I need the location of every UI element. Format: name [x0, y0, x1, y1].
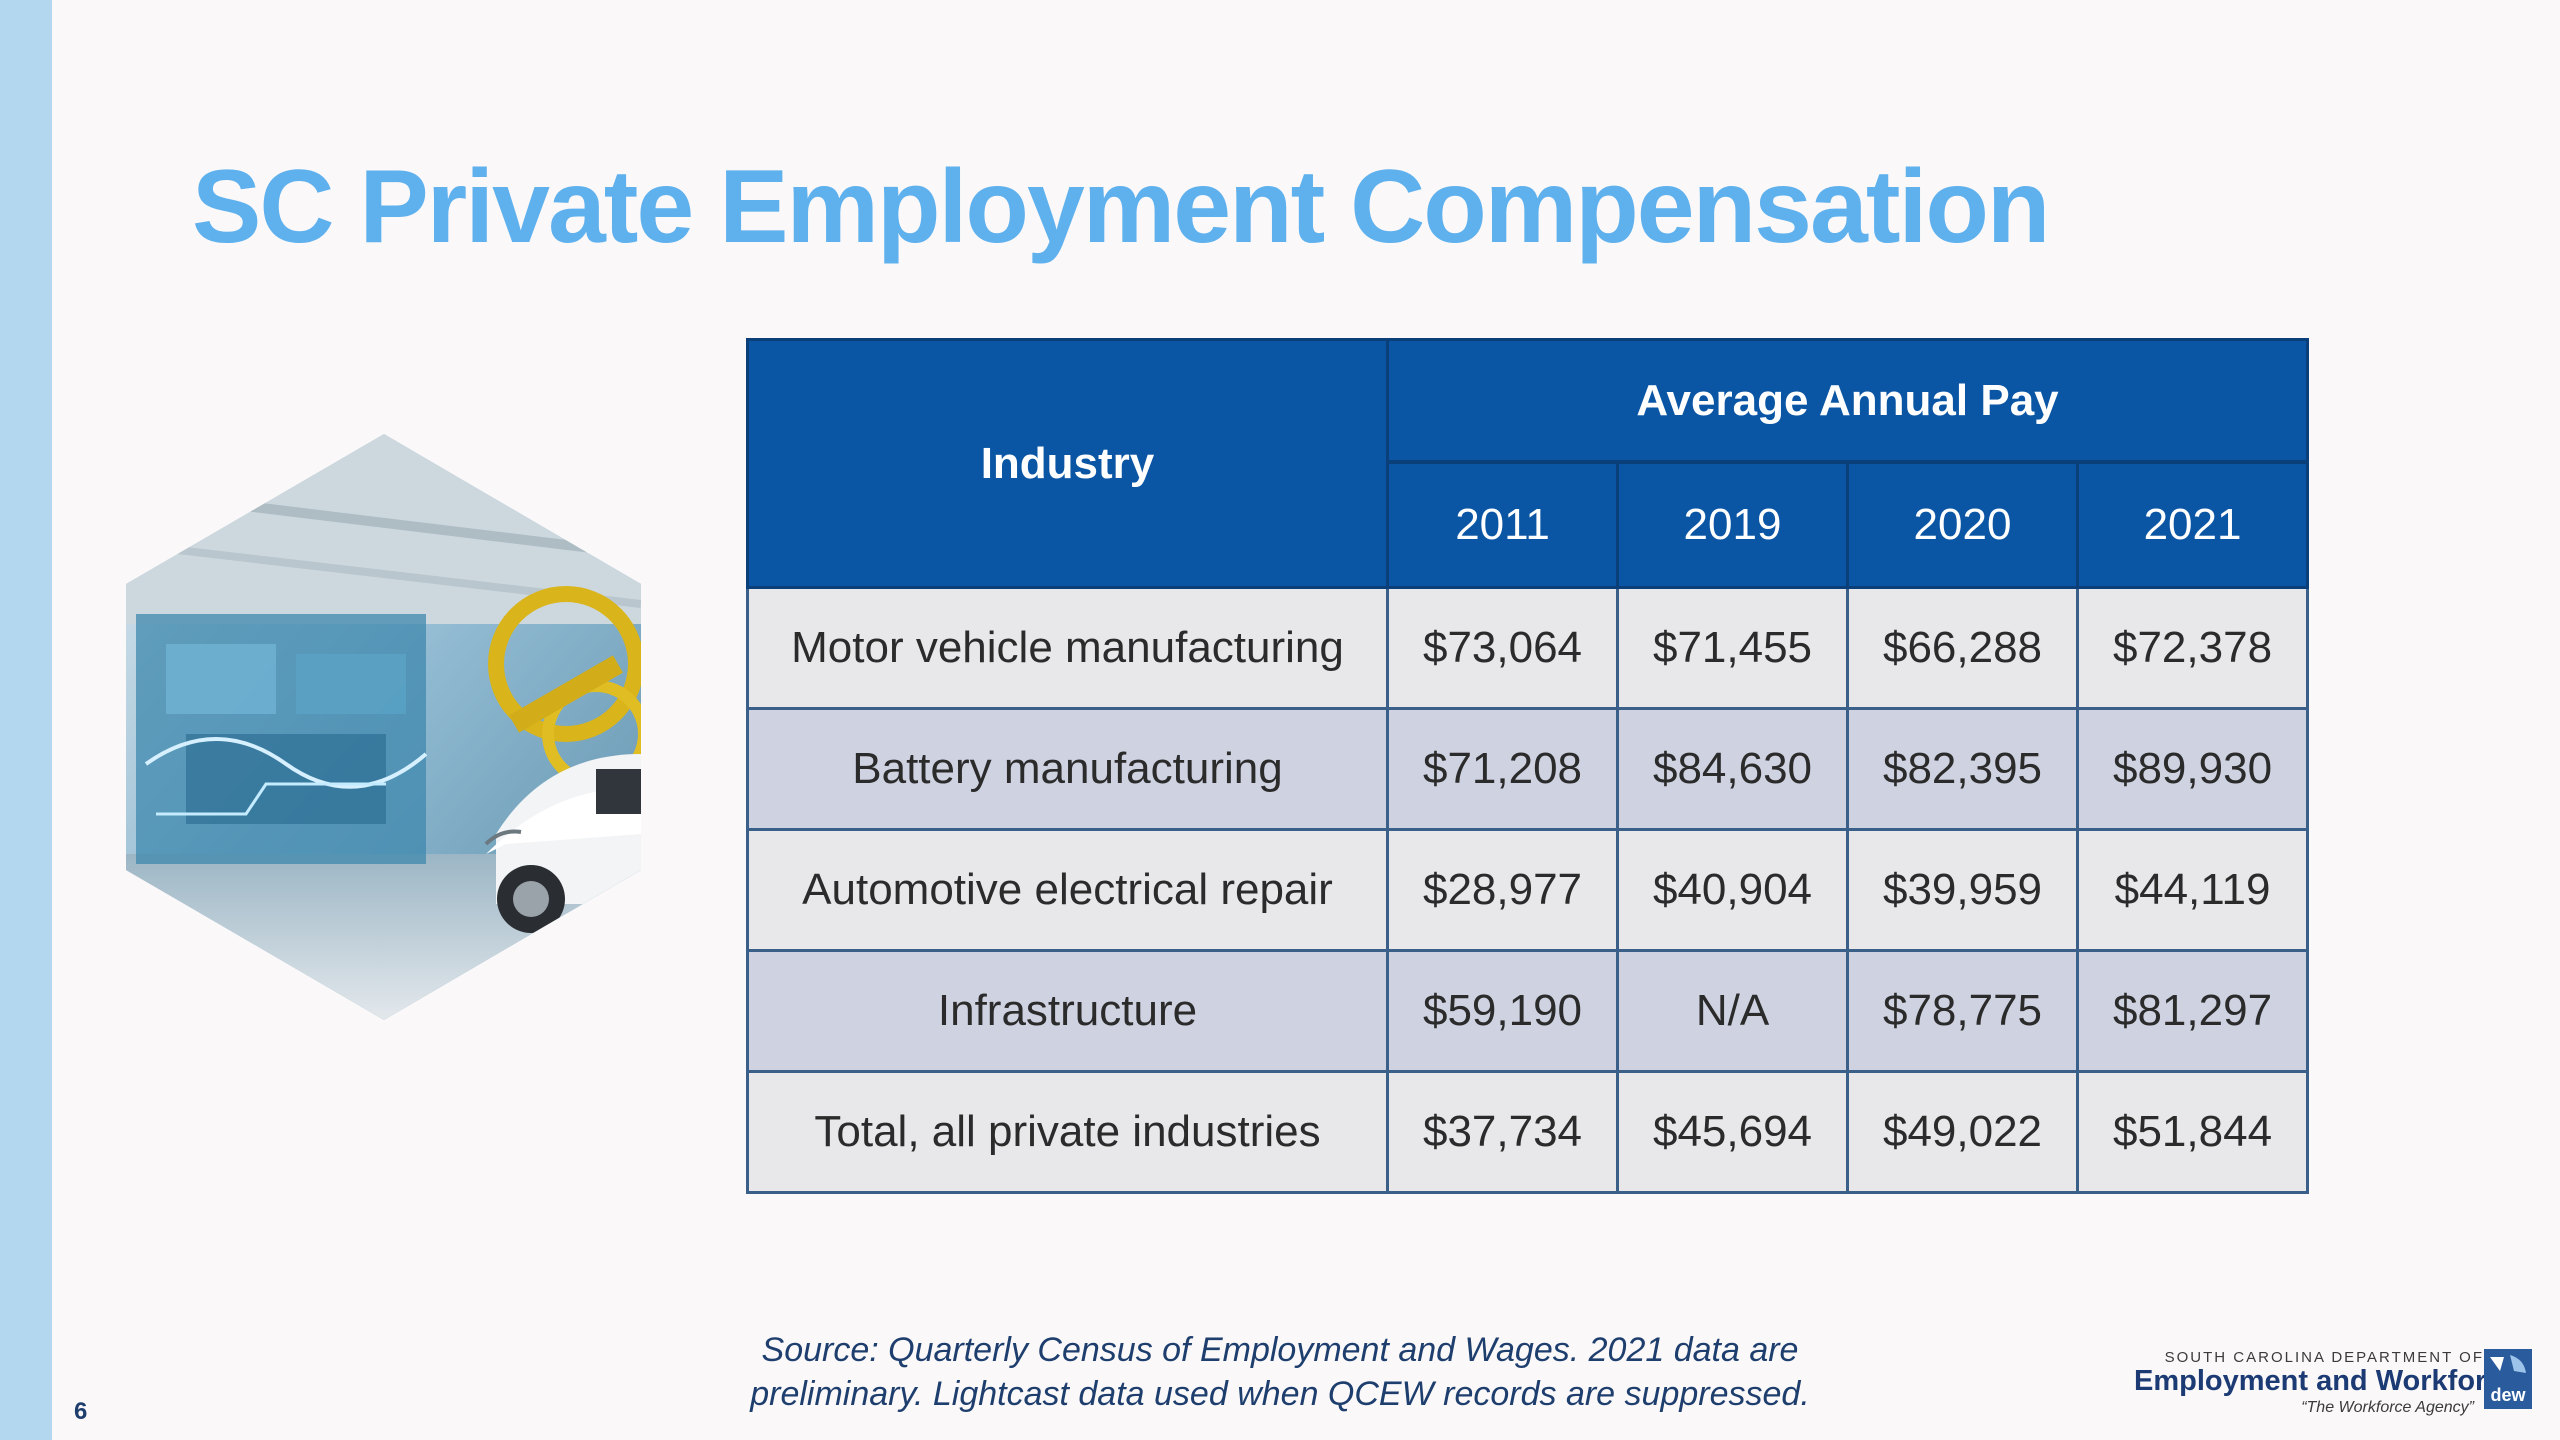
- pay-cell: $84,630: [1616, 707, 1849, 831]
- pay-cell: $71,455: [1616, 586, 1849, 710]
- slide-title: SC Private Employment Compensation: [192, 149, 2050, 265]
- left-accent-bar: [0, 0, 52, 1440]
- pay-cell: $49,022: [1846, 1070, 2079, 1194]
- pay-cell: $37,734: [1386, 1070, 1619, 1194]
- pay-cell: N/A: [1616, 949, 1849, 1073]
- pay-cell: $72,378: [2075, 586, 2310, 710]
- pay-cell: $51,844: [2075, 1070, 2310, 1194]
- scdew-logo: SOUTH CAROLINA DEPARTMENT OF Employment …: [2134, 1345, 2532, 1423]
- page-number: 6: [74, 1398, 88, 1425]
- average-pay-table: Industry Average Annual Pay 2011 2019 20…: [746, 338, 2310, 1194]
- logo-agency-name: Employment and Workforce: [2134, 1365, 2519, 1397]
- table-row: Infrastructure $59,190 N/A $78,775 $81,2…: [746, 949, 2310, 1073]
- pay-cell: $73,064: [1386, 586, 1619, 710]
- dew-logo-icon: dew: [2484, 1349, 2532, 1409]
- year-header: 2020: [1846, 460, 2079, 590]
- year-header: 2011: [1386, 460, 1619, 590]
- pay-cell: $82,395: [1846, 707, 2079, 831]
- industry-cell: Battery manufacturing: [746, 707, 1389, 831]
- source-line-1: Source: Quarterly Census of Employment a…: [761, 1331, 1799, 1369]
- table-row: Motor vehicle manufacturing $73,064 $71,…: [746, 586, 2310, 710]
- logo-mark-text: dew: [2490, 1385, 2526, 1405]
- pay-cell: $45,694: [1616, 1070, 1849, 1194]
- average-annual-pay-header: Average Annual Pay: [1385, 338, 2310, 465]
- pay-cell: $71,208: [1386, 707, 1619, 831]
- pay-cell: $39,959: [1846, 828, 2079, 952]
- year-header: 2021: [2075, 460, 2310, 590]
- factory-hexagon-image: [126, 434, 641, 1020]
- pay-cell: $59,190: [1386, 949, 1619, 1073]
- logo-tagline: “The Workforce Agency”: [2301, 1399, 2474, 1416]
- table-row: Battery manufacturing $71,208 $84,630 $8…: [746, 707, 2310, 831]
- industry-cell: Infrastructure: [746, 949, 1389, 1073]
- pay-cell: $78,775: [1846, 949, 2079, 1073]
- table-row: Automotive electrical repair $28,977 $40…: [746, 828, 2310, 952]
- year-header: 2019: [1616, 460, 1849, 590]
- industry-cell: Total, all private industries: [746, 1070, 1389, 1194]
- industry-header: Industry: [746, 338, 1389, 589]
- pay-cell: $89,930: [2075, 707, 2310, 831]
- logo-department-line: SOUTH CAROLINA DEPARTMENT OF: [2164, 1349, 2484, 1366]
- industry-cell: Motor vehicle manufacturing: [746, 586, 1389, 710]
- table-row: Total, all private industries $37,734 $4…: [746, 1070, 2310, 1194]
- pay-cell: $40,904: [1616, 828, 1849, 952]
- pay-cell: $66,288: [1846, 586, 2079, 710]
- pay-cell: $81,297: [2075, 949, 2310, 1073]
- source-note: Source: Quarterly Census of Employment a…: [700, 1328, 1860, 1416]
- industry-cell: Automotive electrical repair: [746, 828, 1389, 952]
- source-line-2: preliminary. Lightcast data used when QC…: [750, 1375, 1810, 1413]
- pay-cell: $28,977: [1386, 828, 1619, 952]
- pay-cell: $44,119: [2075, 828, 2310, 952]
